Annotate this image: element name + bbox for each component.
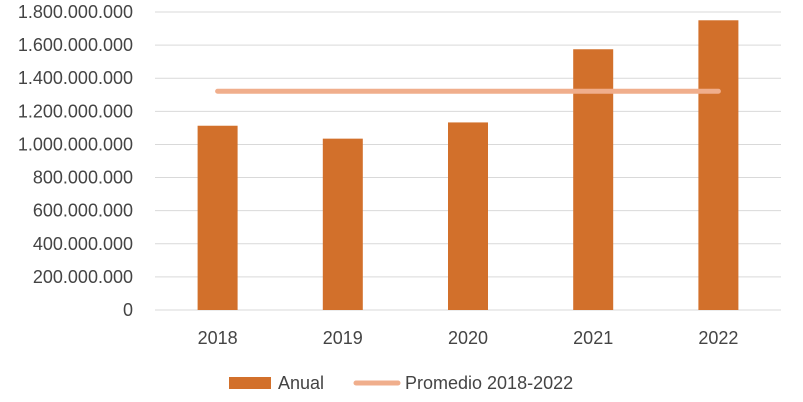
x-tick-label: 2018 xyxy=(198,328,238,348)
x-axis-ticks: 2018 2019 2020 2021 2022 xyxy=(198,328,739,348)
y-tick-label: 1.000.000.000 xyxy=(18,134,133,154)
y-tick-label: 0 xyxy=(123,300,133,320)
legend-label-anual: Anual xyxy=(278,373,324,393)
y-tick-label: 200.000.000 xyxy=(33,267,133,287)
bar-2022 xyxy=(698,20,739,311)
bars xyxy=(197,20,739,311)
bar-2021 xyxy=(573,49,614,310)
legend-swatch-anual xyxy=(229,377,271,389)
y-tick-label: 1.400.000.000 xyxy=(18,68,133,88)
x-tick-label: 2019 xyxy=(323,328,363,348)
legend: Anual Promedio 2018-2022 xyxy=(229,373,573,393)
bar-2020 xyxy=(448,122,488,310)
y-tick-label: 600.000.000 xyxy=(33,201,133,221)
y-tick-label: 800.000.000 xyxy=(33,168,133,188)
y-tick-label: 1.200.000.000 xyxy=(18,101,133,121)
x-tick-label: 2022 xyxy=(698,328,738,348)
y-tick-label: 400.000.000 xyxy=(33,234,133,254)
y-axis-ticks: 0 200.000.000 400.000.000 600.000.000 800.00… xyxy=(18,2,133,320)
x-tick-label: 2021 xyxy=(573,328,613,348)
y-tick-label: 1.800.000.000 xyxy=(18,2,133,22)
legend-label-promedio: Promedio 2018-2022 xyxy=(405,373,573,393)
bar-2018 xyxy=(197,125,238,310)
x-tick-label: 2020 xyxy=(448,328,488,348)
bar-2019 xyxy=(322,138,363,310)
y-tick-label: 1.600.000.000 xyxy=(18,35,133,55)
